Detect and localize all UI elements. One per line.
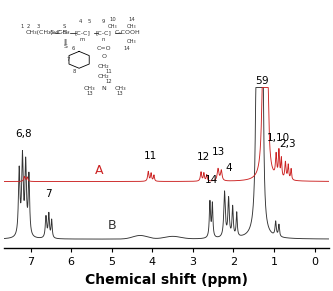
Text: 7: 7 bbox=[46, 189, 52, 199]
Text: 1,10: 1,10 bbox=[266, 133, 290, 143]
Text: 5: 5 bbox=[255, 76, 262, 86]
Text: 14: 14 bbox=[204, 175, 218, 184]
Text: 4: 4 bbox=[225, 163, 232, 173]
Text: 2,3: 2,3 bbox=[279, 139, 296, 149]
Text: 6,8: 6,8 bbox=[16, 129, 32, 139]
Text: 11: 11 bbox=[144, 151, 157, 161]
Text: B: B bbox=[108, 219, 116, 232]
Text: 9: 9 bbox=[262, 76, 268, 86]
Text: 13: 13 bbox=[212, 147, 225, 157]
X-axis label: Chemical shift (ppm): Chemical shift (ppm) bbox=[85, 273, 248, 287]
Text: A: A bbox=[95, 164, 104, 177]
Text: 12: 12 bbox=[197, 152, 210, 162]
